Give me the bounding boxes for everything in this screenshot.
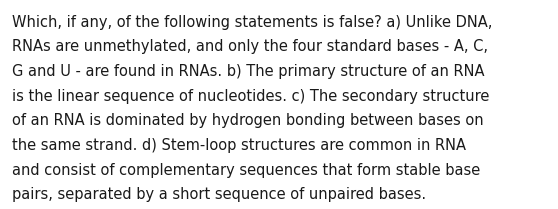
Text: the same strand. d) Stem-loop structures are common in RNA: the same strand. d) Stem-loop structures… (12, 138, 466, 153)
Text: of an RNA is dominated by hydrogen bonding between bases on: of an RNA is dominated by hydrogen bondi… (12, 113, 484, 128)
Text: and consist of complementary sequences that form stable base: and consist of complementary sequences t… (12, 163, 480, 178)
Text: G and U - are found in RNAs. b) The primary structure of an RNA: G and U - are found in RNAs. b) The prim… (12, 64, 485, 79)
Text: RNAs are unmethylated, and only the four standard bases - A, C,: RNAs are unmethylated, and only the four… (12, 39, 488, 54)
Text: is the linear sequence of nucleotides. c) The secondary structure: is the linear sequence of nucleotides. c… (12, 89, 490, 104)
Text: Which, if any, of the following statements is false? a) Unlike DNA,: Which, if any, of the following statemen… (12, 15, 493, 30)
Text: pairs, separated by a short sequence of unpaired bases.: pairs, separated by a short sequence of … (12, 187, 426, 202)
